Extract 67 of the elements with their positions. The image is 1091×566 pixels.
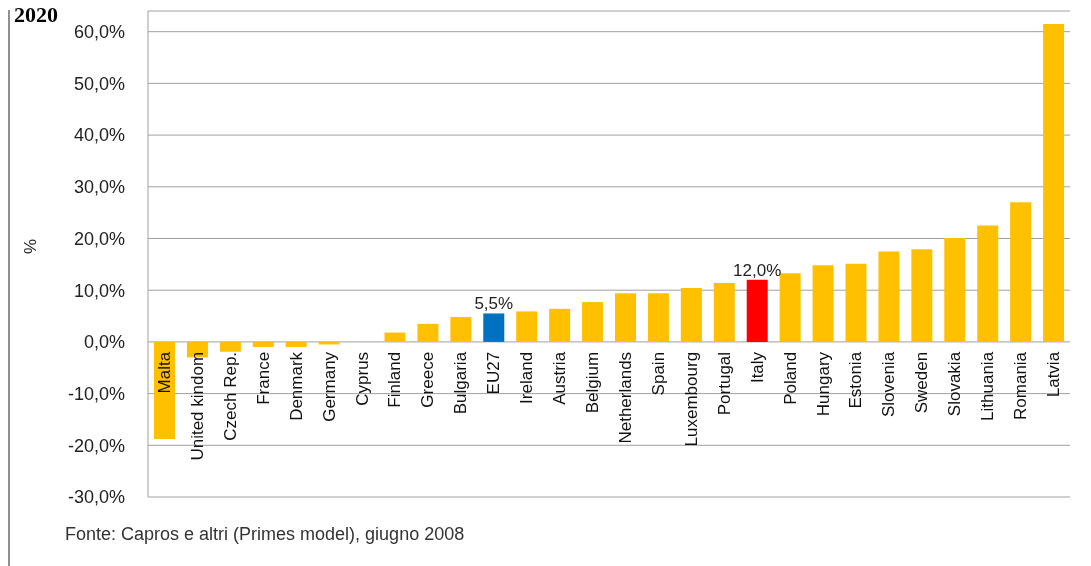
data-label: 5,5% xyxy=(474,294,514,314)
bar xyxy=(944,237,966,342)
x-tick-label: Austria xyxy=(550,351,570,405)
x-tick-label: Netherlands xyxy=(615,351,635,444)
bar xyxy=(450,317,472,342)
y-tick-label: 50,0% xyxy=(73,73,125,94)
x-tick-label: Ireland xyxy=(517,351,537,404)
x-tick-label: Spain xyxy=(648,351,668,396)
bar xyxy=(779,273,801,342)
bar xyxy=(483,313,505,342)
y-tick-label: 30,0% xyxy=(73,177,125,198)
x-tick-label: Denmark xyxy=(286,351,306,421)
chart-title: 2020 xyxy=(14,2,58,28)
x-tick-label: Latvia xyxy=(1044,351,1064,398)
y-tick-label: -20,0% xyxy=(67,435,125,456)
x-tick-label: Luxembourg xyxy=(681,351,701,447)
bar xyxy=(219,341,241,352)
y-tick-label: -10,0% xyxy=(67,383,125,404)
x-tick-label: Poland xyxy=(780,351,800,405)
bar xyxy=(647,293,669,342)
x-tick-label: Slovakia xyxy=(945,351,965,417)
bar xyxy=(1043,23,1065,342)
x-tick-label: Finland xyxy=(385,351,405,408)
x-tick-label: France xyxy=(253,351,273,405)
y-tick-label: 10,0% xyxy=(73,280,125,301)
y-tick-label: 60,0% xyxy=(73,22,125,43)
bar xyxy=(417,323,439,342)
bar xyxy=(845,263,867,342)
bar xyxy=(252,341,274,348)
y-tick-label: 20,0% xyxy=(73,228,125,249)
bar xyxy=(746,279,768,342)
y-tick-label: 40,0% xyxy=(73,125,125,146)
bar xyxy=(615,293,636,342)
bar xyxy=(549,308,571,342)
data-label: 12,0% xyxy=(733,260,782,280)
x-tick-label: Italy xyxy=(747,351,767,384)
x-tick-label: Germany xyxy=(319,351,339,422)
x-tick-label: Slovenia xyxy=(879,351,899,418)
x-tick-label: Greece xyxy=(418,351,438,408)
y-tick-label: 0,0% xyxy=(83,332,125,353)
bar xyxy=(1010,202,1032,342)
bar xyxy=(516,311,538,342)
x-tick-label: Estonia xyxy=(846,351,866,409)
bar xyxy=(977,225,999,342)
y-axis-title: % xyxy=(21,238,41,254)
x-tick-label: Lithuania xyxy=(978,351,998,421)
x-tick-label: Bulgaria xyxy=(451,351,471,415)
x-tick-label: Belgium xyxy=(583,351,603,414)
x-tick-label: United kindom xyxy=(187,351,207,461)
bar xyxy=(285,341,307,348)
source-note: Fonte: Capros e altri (Primes model), giugno 2008 xyxy=(65,524,465,545)
bar xyxy=(582,302,604,342)
x-tick-label: Romania xyxy=(1011,351,1031,420)
bar xyxy=(812,265,834,342)
y-tick-label: -30,0% xyxy=(67,487,125,508)
x-tick-label: Malta xyxy=(154,351,174,394)
bar xyxy=(384,332,406,342)
bar xyxy=(713,282,735,342)
x-tick-label: Sweden xyxy=(912,351,932,414)
x-tick-label: EU27 xyxy=(484,351,504,395)
bar xyxy=(878,251,900,342)
bar xyxy=(680,288,702,342)
x-tick-label: Portugal xyxy=(714,351,734,416)
x-tick-label: Cyprus xyxy=(352,351,372,406)
x-tick-label: Czech Rep. xyxy=(220,351,240,441)
bar xyxy=(911,249,933,342)
x-tick-label: Hungary xyxy=(813,351,833,417)
